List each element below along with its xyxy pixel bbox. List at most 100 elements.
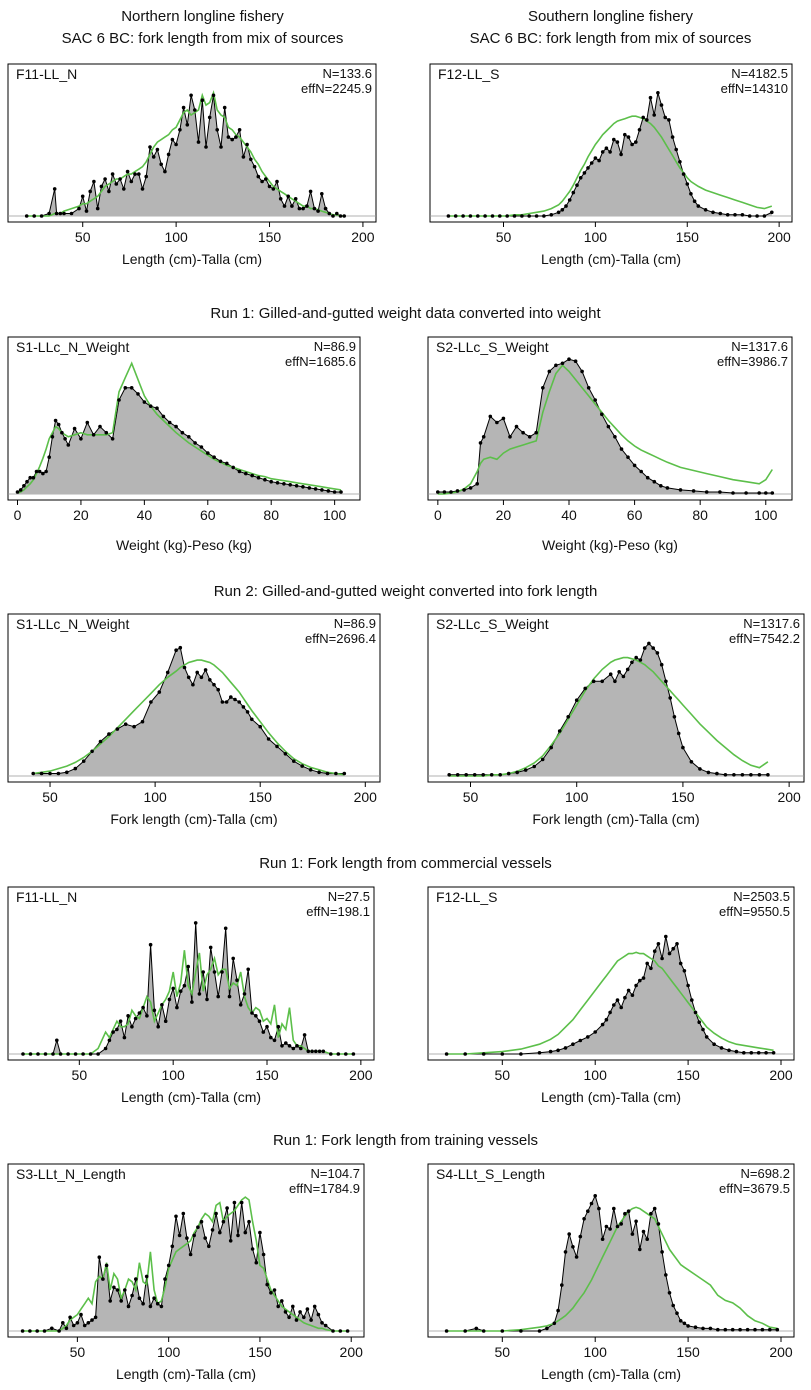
- x-tick-label: 50: [495, 1344, 511, 1360]
- observed-point: [58, 1052, 63, 1056]
- observed-point: [615, 140, 620, 144]
- observed-point: [313, 487, 318, 491]
- observed-point: [626, 1209, 631, 1213]
- right-title-line-2: SAC 6 BC: fork length from mix of source…: [469, 30, 752, 47]
- observed-point: [664, 679, 668, 684]
- observed-point: [447, 773, 451, 777]
- observed-point: [711, 210, 715, 215]
- observed-point: [338, 1329, 343, 1333]
- observed-point: [632, 463, 637, 468]
- observed-point: [745, 1327, 750, 1332]
- observed-point: [137, 172, 141, 176]
- observed-point: [659, 484, 663, 488]
- observed-point: [225, 461, 229, 466]
- observed-point: [678, 488, 683, 492]
- observed-point: [301, 485, 305, 489]
- observed-point: [32, 214, 36, 218]
- x-tick-label: 100: [164, 229, 188, 245]
- observed-point: [215, 128, 219, 132]
- observed-point: [250, 473, 254, 478]
- observed-point: [578, 1234, 583, 1239]
- observed-point: [647, 641, 651, 646]
- observed-point: [223, 926, 228, 931]
- observed-point: [678, 961, 683, 966]
- observed-point: [155, 1301, 160, 1306]
- observed-point: [90, 1318, 94, 1322]
- observed-point: [242, 992, 247, 996]
- observed-point: [775, 1327, 780, 1332]
- observed-point: [218, 459, 223, 464]
- observed-point: [436, 490, 440, 494]
- observed-point: [207, 115, 212, 120]
- observed-point: [134, 1277, 138, 1281]
- observed-point: [305, 1307, 310, 1311]
- x-axis-label: Weight (kg)-Peso (kg): [542, 537, 678, 553]
- observed-point: [586, 166, 590, 170]
- observed-point: [126, 1014, 130, 1018]
- observed-point: [152, 1296, 156, 1300]
- effn-value: effN=2696.4: [305, 631, 376, 646]
- observed-point: [99, 184, 104, 189]
- observed-point: [266, 737, 271, 741]
- observed-point: [152, 1008, 157, 1013]
- observed-point: [747, 214, 752, 218]
- observed-point: [600, 150, 605, 154]
- observed-point: [770, 210, 774, 215]
- observed-point: [144, 1274, 149, 1279]
- observed-point: [307, 486, 312, 490]
- observed-point: [534, 430, 538, 435]
- observed-area: [437, 359, 773, 494]
- observed-point: [608, 150, 612, 154]
- observed-point: [689, 760, 694, 764]
- observed-point: [193, 441, 197, 445]
- observed-point: [104, 1263, 109, 1268]
- observed-point: [648, 95, 653, 100]
- observed-point: [548, 1049, 553, 1054]
- observed-point: [180, 430, 185, 435]
- observed-point: [288, 483, 293, 487]
- observed-point: [212, 455, 216, 459]
- observed-point: [247, 1219, 251, 1224]
- observed-point: [582, 171, 587, 175]
- observed-point: [130, 1024, 134, 1029]
- observed-point: [207, 1244, 211, 1249]
- observed-point: [186, 675, 191, 680]
- observed-point: [159, 1304, 164, 1309]
- observed-point: [664, 1273, 668, 1277]
- observed-point: [163, 1019, 168, 1023]
- observed-point: [161, 414, 166, 419]
- observed-point: [220, 970, 224, 974]
- observed-point: [156, 1024, 160, 1029]
- observed-point: [122, 1035, 127, 1040]
- observed-point: [659, 103, 664, 107]
- observed-point: [64, 1326, 69, 1331]
- observed-area: [23, 922, 354, 1054]
- observed-point: [28, 475, 32, 480]
- x-tick-label: 150: [671, 789, 695, 805]
- observed-point: [79, 437, 83, 441]
- observed-point: [269, 1035, 273, 1040]
- observed-point: [299, 1046, 303, 1051]
- observed-point: [237, 128, 242, 132]
- observed-point: [237, 700, 241, 704]
- observed-point: [137, 1011, 142, 1015]
- x-tick-label: 100: [565, 789, 589, 805]
- observed-point: [770, 491, 775, 495]
- observed-point: [670, 135, 675, 139]
- observed-line: [437, 358, 773, 494]
- observed-point: [263, 477, 267, 482]
- observed-point: [489, 773, 494, 777]
- observed-point: [214, 1211, 218, 1216]
- observed-point: [90, 749, 94, 754]
- observed-point: [682, 969, 687, 973]
- expected-line: [22, 1196, 348, 1332]
- observed-point: [174, 1214, 178, 1219]
- observed-point: [141, 1301, 145, 1306]
- observed-point: [617, 670, 621, 674]
- observed-point: [660, 1250, 664, 1254]
- observed-point: [241, 705, 246, 709]
- n-value: N=1317.6: [731, 339, 788, 354]
- observed-point: [342, 214, 347, 218]
- observed-point: [446, 214, 451, 218]
